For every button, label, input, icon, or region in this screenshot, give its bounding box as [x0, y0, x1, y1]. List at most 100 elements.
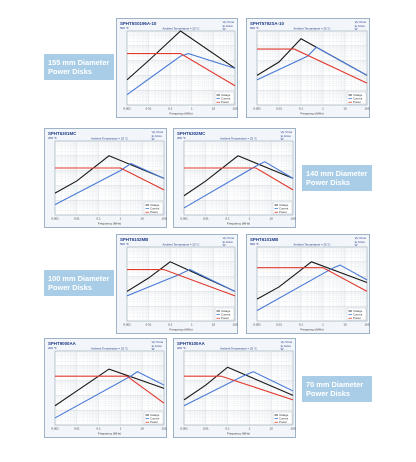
top-legend: Vp Vrms Ip Arms W	[354, 20, 366, 32]
x-axis-label: Frequency (MHz)	[169, 328, 192, 332]
chart-subtitle: 500 °F	[250, 26, 259, 30]
chart-svg-2: Ambient Temperature = 25 °C 0.001 0.01 0.1 1…	[253, 27, 370, 116]
legend-label-current: Current	[279, 417, 289, 421]
x-tick-label: 100	[290, 427, 295, 431]
chart-title: SPHT6302MC	[177, 131, 206, 136]
x-tick-label: 0.1	[226, 427, 231, 431]
x-tick-label: 0.1	[168, 107, 173, 111]
top-legend: Vp Vrms Ip Arms W	[354, 236, 366, 248]
ambient-label: Ambient Temperature = 25 °C	[163, 27, 200, 31]
legend-label-voltage: Voltage	[150, 203, 160, 207]
chart-title: SPHT6101MB	[250, 237, 279, 242]
series-line-power	[184, 375, 294, 401]
chart-panel-6: Ambient Temperature = 25 °C 0.001 0.01 0.1 1…	[246, 234, 370, 334]
chart-subtitle: 300 °F	[48, 136, 57, 140]
legend-label-current: Current	[150, 417, 160, 421]
x-tick-label: 10	[270, 427, 274, 431]
series-line-power	[55, 375, 165, 404]
legend-label-voltage: Voltage	[150, 413, 160, 417]
series-line-voltage	[54, 368, 165, 407]
x-tick-label: 10	[212, 107, 216, 111]
chart-subtitle: 200 °F	[177, 346, 186, 350]
chart-svg-1: Ambient Temperature = 25 °C 0.001 0.01 0.1 1…	[123, 27, 238, 116]
x-axis-label: Frequency (MHz)	[227, 222, 250, 226]
x-tick-label: 10	[343, 323, 347, 327]
x-tick-label: 0.01	[203, 217, 209, 221]
legend-label-voltage: Voltage	[279, 413, 289, 417]
chart-title: SPHT9000AA	[48, 341, 76, 346]
top-legend: Vp Vrms Ip Arms W	[222, 20, 234, 32]
x-tick-label: 10	[270, 217, 274, 221]
chart-subtitle: 200 °F	[48, 346, 57, 350]
x-tick-label: 1	[191, 323, 193, 327]
series-line-current	[54, 162, 165, 206]
top-legend: Vp Vrms Ip Arms W	[151, 130, 163, 142]
x-tick-label: 0.001	[253, 107, 261, 111]
legend-label-current: Current	[353, 97, 363, 101]
legend-label-voltage: Voltage	[279, 203, 289, 207]
legend-label-power: Power	[353, 100, 361, 104]
x-tick-label: 1	[120, 217, 122, 221]
series-line-current	[256, 264, 368, 312]
chart-panel-1: Ambient Temperature = 25 °C 0.001 0.01 0.1 1…	[116, 18, 238, 118]
chart-svg-4: Ambient Temperature = 25 °C 0.001 0.01 0.1 1…	[180, 137, 296, 226]
chart-title: SPHT6102MB	[120, 237, 149, 242]
x-tick-label: 1	[322, 107, 324, 111]
x-tick-label: 0.001	[253, 323, 261, 327]
x-tick-label: 0.01	[276, 323, 282, 327]
chart-panel-3: Ambient Temperature = 25 °C 0.001 0.01 0.1 1…	[44, 128, 167, 228]
x-tick-label: 0.1	[299, 107, 304, 111]
chart-svg-6: Ambient Temperature = 25 °C 0.001 0.01 0.1 1…	[253, 243, 370, 332]
chart-svg-7: Ambient Temperature = 25 °C 0.001 0.01 0.1 1…	[51, 347, 167, 436]
legend-label-power: Power	[221, 100, 229, 104]
chart-title: SPHT5S0196A-10	[120, 21, 157, 26]
series-line-voltage	[256, 261, 368, 300]
chart-subtitle: 500 °F	[120, 242, 129, 246]
x-tick-label: 0.001	[123, 107, 131, 111]
ambient-label: Ambient Temperature = 25 °C	[294, 27, 331, 31]
x-tick-label: 0.01	[146, 323, 152, 327]
legend-label-current: Current	[279, 207, 289, 211]
ambient-label: Ambient Temperature = 25 °C	[91, 347, 128, 351]
legend-label-current: Current	[221, 313, 231, 317]
x-tick-label: 1	[191, 107, 193, 111]
ambient-label: Ambient Temperature = 25 °C	[220, 347, 257, 351]
chart-title: SPHT9100AA	[177, 341, 205, 346]
x-tick-label: 100	[161, 427, 166, 431]
chart-subtitle: 500 °F	[250, 242, 259, 246]
series-line-current	[126, 268, 236, 297]
x-tick-label: 0.001	[51, 427, 59, 431]
x-tick-label: 10	[141, 217, 145, 221]
series-line-current	[183, 371, 294, 407]
group-label-70mm: 70 mm Diameter Power Disks	[302, 376, 372, 402]
top-legend: Vp Vrms Ip Arms W	[280, 130, 292, 142]
ambient-label: Ambient Temperature = 25 °C	[163, 243, 200, 247]
x-axis-label: Frequency (MHz)	[98, 432, 121, 436]
series-line-power	[257, 267, 368, 292]
x-tick-label: 10	[343, 107, 347, 111]
x-axis-label: Frequency (MHz)	[300, 328, 323, 332]
series-line-current	[183, 161, 294, 209]
x-tick-label: 100	[232, 107, 237, 111]
legend-label-power: Power	[221, 316, 229, 320]
series-line-current	[126, 52, 236, 96]
legend-label-power: Power	[353, 316, 361, 320]
x-tick-label: 1	[249, 427, 251, 431]
x-tick-label: 0.1	[97, 217, 102, 221]
x-tick-label: 100	[161, 217, 166, 221]
legend-label-voltage: Voltage	[221, 93, 231, 97]
x-axis-label: Frequency (MHz)	[227, 432, 250, 436]
chart-title: SPHT5792SA-10	[250, 21, 284, 26]
x-tick-label: 10	[212, 323, 216, 327]
ambient-label: Ambient Temperature = 25 °C	[220, 137, 257, 141]
x-tick-label: 1	[249, 217, 251, 221]
chart-subtitle: 500 °F	[120, 26, 129, 30]
series-line-power	[127, 52, 236, 87]
chart-svg-8: Ambient Temperature = 25 °C 0.001 0.01 0.1 1…	[180, 347, 296, 436]
x-axis-label: Frequency (MHz)	[300, 112, 323, 116]
legend-label-voltage: Voltage	[353, 309, 363, 313]
legend-label-power: Power	[279, 210, 287, 214]
ambient-label: Ambient Temperature = 25 °C	[91, 137, 128, 141]
x-tick-label: 0.001	[51, 217, 59, 221]
chart-svg-3: Ambient Temperature = 25 °C 0.001 0.01 0.1 1…	[51, 137, 167, 226]
